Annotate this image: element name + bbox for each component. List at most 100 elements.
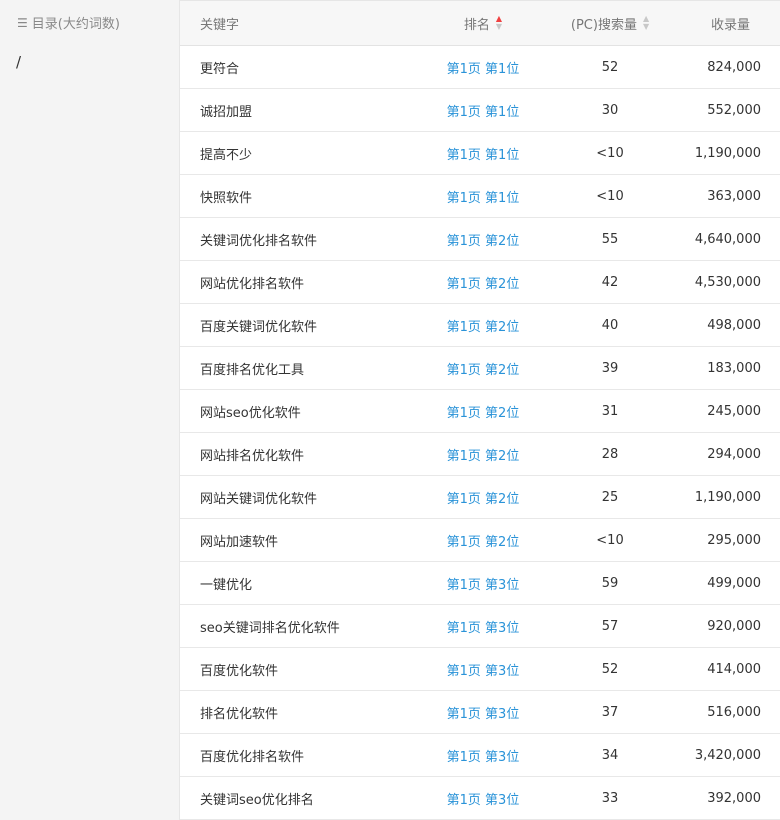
keyword-cell: 快照软件 <box>200 190 253 206</box>
header-rank[interactable]: 排名 ▲ ▼ <box>410 1 556 45</box>
directory-title: 目录(大约词数) <box>31 17 120 32</box>
table-row: 提高不少 第1页 第1位 <10 1,190,000 <box>180 132 780 175</box>
table-row: 百度关键词优化软件 第1页 第2位 40 498,000 <box>180 304 780 347</box>
indexed-count-cell: 3,420,000 <box>694 747 761 763</box>
table-row: 快照软件 第1页 第1位 <10 363,000 <box>180 175 780 218</box>
keyword-cell: 网站优化排名软件 <box>200 276 305 292</box>
rank-link[interactable]: 第1页 第1位 <box>446 104 520 120</box>
indexed-count-cell: 245,000 <box>707 403 761 419</box>
rank-link[interactable]: 第1页 第2位 <box>446 362 520 378</box>
indexed-count-cell: 4,640,000 <box>694 231 761 247</box>
rank-link[interactable]: 第1页 第1位 <box>446 147 520 163</box>
rank-link[interactable]: 第1页 第3位 <box>446 620 520 636</box>
rank-link[interactable]: 第1页 第1位 <box>446 61 520 77</box>
list-icon: ☰ <box>17 15 28 30</box>
rank-link[interactable]: 第1页 第3位 <box>446 577 520 593</box>
indexed-count-cell: 295,000 <box>707 532 761 548</box>
keyword-cell: 网站seo优化软件 <box>200 405 301 421</box>
search-volume-cell: 40 <box>601 317 619 333</box>
sidebar: ☰ 目录(大约词数) / <box>0 0 180 820</box>
rank-link[interactable]: 第1页 第2位 <box>446 319 520 335</box>
table-row: seo关键词排名优化软件 第1页 第3位 57 920,000 <box>180 605 780 648</box>
search-volume-cell: 34 <box>601 747 619 763</box>
search-volume-cell: 57 <box>601 618 619 634</box>
header-search-label: (PC)搜索量 <box>570 17 637 33</box>
search-volume-cell: <10 <box>596 145 624 161</box>
search-volume-cell: 52 <box>601 661 619 677</box>
table-row: 百度排名优化工具 第1页 第2位 39 183,000 <box>180 347 780 390</box>
rank-link[interactable]: 第1页 第2位 <box>446 534 520 550</box>
sort-icon[interactable]: ▲ ▼ <box>642 14 650 31</box>
rank-link[interactable]: 第1页 第2位 <box>446 405 520 421</box>
indexed-count-cell: 414,000 <box>707 661 761 677</box>
search-volume-cell: 33 <box>601 790 619 806</box>
table-row: 一键优化 第1页 第3位 59 499,000 <box>180 562 780 605</box>
header-search[interactable]: (PC)搜索量 ▲ ▼ <box>550 1 670 45</box>
keyword-cell: seo关键词排名优化软件 <box>200 620 340 636</box>
header-rank-label: 排名 <box>463 17 490 33</box>
keyword-cell: 百度排名优化工具 <box>200 362 305 378</box>
table-row: 排名优化软件 第1页 第3位 37 516,000 <box>180 691 780 734</box>
search-volume-cell: 55 <box>601 231 619 247</box>
indexed-count-cell: 4,530,000 <box>694 274 761 290</box>
keyword-cell: 百度优化软件 <box>200 663 279 679</box>
rank-link[interactable]: 第1页 第2位 <box>446 233 520 249</box>
table-row: 网站优化排名软件 第1页 第2位 42 4,530,000 <box>180 261 780 304</box>
table-row: 网站排名优化软件 第1页 第2位 28 294,000 <box>180 433 780 476</box>
search-volume-cell: 52 <box>601 59 619 75</box>
indexed-count-cell: 824,000 <box>707 59 761 75</box>
search-volume-cell: 30 <box>601 102 619 118</box>
table-row: 百度优化软件 第1页 第3位 52 414,000 <box>180 648 780 691</box>
keyword-cell: 百度关键词优化软件 <box>200 319 318 335</box>
indexed-count-cell: 552,000 <box>707 102 761 118</box>
indexed-count-cell: 498,000 <box>707 317 761 333</box>
table-row: 诚招加盟 第1页 第1位 30 552,000 <box>180 89 780 132</box>
rank-link[interactable]: 第1页 第3位 <box>446 663 520 679</box>
indexed-count-cell: 499,000 <box>707 575 761 591</box>
search-volume-cell: 42 <box>601 274 619 290</box>
indexed-count-cell: 183,000 <box>707 360 761 376</box>
keyword-cell: 更符合 <box>200 61 240 77</box>
indexed-count-cell: 516,000 <box>707 704 761 720</box>
rank-link[interactable]: 第1页 第3位 <box>446 792 520 808</box>
rank-link[interactable]: 第1页 第1位 <box>446 190 520 206</box>
search-volume-cell: <10 <box>596 532 624 548</box>
keyword-cell: 关键词优化排名软件 <box>200 233 318 249</box>
indexed-count-cell: 1,190,000 <box>694 489 761 505</box>
keyword-cell: 网站加速软件 <box>200 534 279 550</box>
indexed-count-cell: 392,000 <box>707 790 761 806</box>
rank-link[interactable]: 第1页 第2位 <box>446 276 520 292</box>
directory-root[interactable]: / <box>16 53 22 71</box>
rank-link[interactable]: 第1页 第2位 <box>446 491 520 507</box>
table-row: 更符合 第1页 第1位 52 824,000 <box>180 46 780 89</box>
directory-header[interactable]: ☰ 目录(大约词数) <box>17 13 120 33</box>
table-header: 关键字 排名 ▲ ▼ (PC)搜索量 ▲ ▼ 收录量 <box>180 0 780 46</box>
search-volume-cell: 25 <box>601 489 619 505</box>
rank-link[interactable]: 第1页 第3位 <box>446 706 520 722</box>
search-volume-cell: 28 <box>601 446 619 462</box>
rank-link[interactable]: 第1页 第3位 <box>446 749 520 765</box>
search-volume-cell: 59 <box>601 575 619 591</box>
table-row: 百度优化排名软件 第1页 第3位 34 3,420,000 <box>180 734 780 777</box>
indexed-count-cell: 920,000 <box>707 618 761 634</box>
table-row: 网站seo优化软件 第1页 第2位 31 245,000 <box>180 390 780 433</box>
keyword-cell: 诚招加盟 <box>200 104 253 120</box>
search-volume-cell: 31 <box>601 403 619 419</box>
sort-icon[interactable]: ▲ ▼ <box>495 14 503 31</box>
table-row: 关键词seo优化排名 第1页 第3位 33 392,000 <box>180 777 780 820</box>
keyword-table: 关键字 排名 ▲ ▼ (PC)搜索量 ▲ ▼ 收录量 更符合 第1页 第1位 52 … <box>180 0 780 820</box>
search-volume-cell: 37 <box>601 704 619 720</box>
keyword-cell: 关键词seo优化排名 <box>200 792 314 808</box>
table-row: 网站关键词优化软件 第1页 第2位 25 1,190,000 <box>180 476 780 519</box>
rank-link[interactable]: 第1页 第2位 <box>446 448 520 464</box>
indexed-count-cell: 294,000 <box>707 446 761 462</box>
indexed-count-cell: 1,190,000 <box>694 145 761 161</box>
keyword-cell: 网站关键词优化软件 <box>200 491 318 507</box>
search-volume-cell: <10 <box>596 188 624 204</box>
keyword-cell: 网站排名优化软件 <box>200 448 305 464</box>
header-indexed: 收录量 <box>710 17 750 33</box>
keyword-cell: 排名优化软件 <box>200 706 279 722</box>
keyword-cell: 百度优化排名软件 <box>200 749 305 765</box>
keyword-cell: 提高不少 <box>200 147 253 163</box>
table-row: 网站加速软件 第1页 第2位 <10 295,000 <box>180 519 780 562</box>
